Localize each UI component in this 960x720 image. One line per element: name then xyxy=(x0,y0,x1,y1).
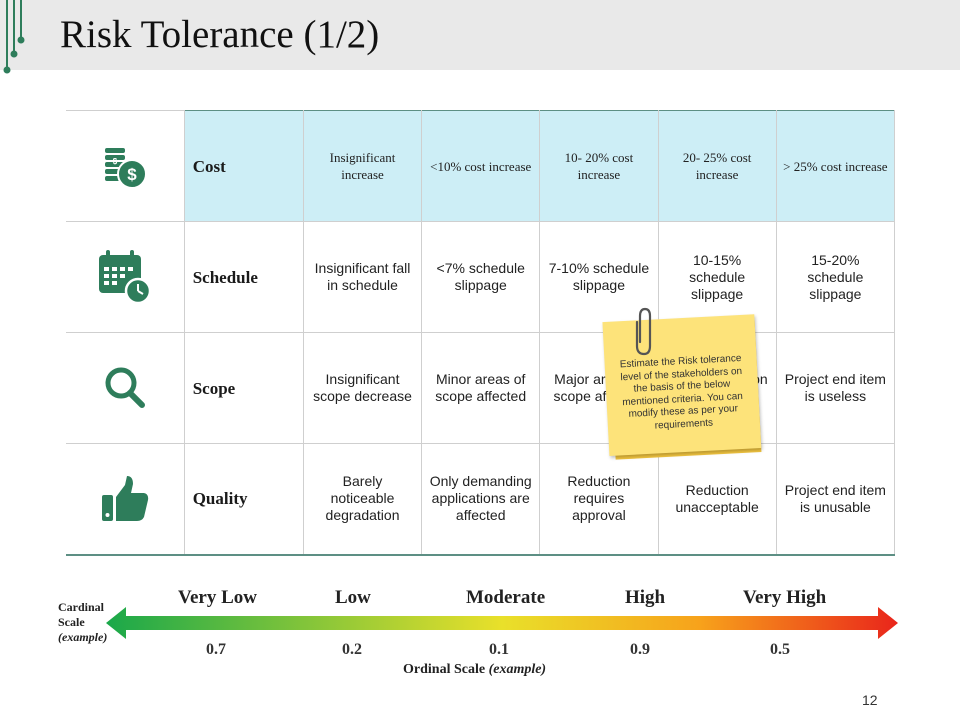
ordinal-value: 0.9 xyxy=(630,641,650,658)
table-row: Quality Barely noticeable degradation On… xyxy=(66,443,896,556)
scope-cell: Project end item is useless xyxy=(776,332,896,444)
quality-cell: Project end item is unusable xyxy=(776,443,896,556)
sticky-note-text: Estimate the Risk tolerance level of the… xyxy=(602,314,762,456)
title-bar xyxy=(0,0,960,70)
ordinal-value: 0.7 xyxy=(206,641,226,658)
scale-label-moderate: Moderate xyxy=(466,587,546,608)
scale-label-very-low: Very Low xyxy=(178,587,257,608)
cost-cell: Insignificant increase xyxy=(303,110,423,222)
cardinal-label: Cardinal xyxy=(58,600,105,614)
schedule-cell: 15-20% schedule slippage xyxy=(776,221,896,333)
quality-cell: Barely noticeable degradation xyxy=(303,443,423,556)
svg-text:$: $ xyxy=(127,165,137,184)
schedule-cell: 7-10% schedule slippage xyxy=(539,221,659,333)
table-row: Scope Insignificant scope decrease Minor… xyxy=(66,332,896,444)
cost-cell: <10% cost increase xyxy=(421,110,541,222)
cost-cell: > 25% cost increase xyxy=(776,110,896,222)
page-number: 12 xyxy=(862,692,878,708)
row-label-cost: Cost xyxy=(184,110,304,222)
quality-icon-cell xyxy=(66,443,185,556)
scale-label-high: High xyxy=(625,587,666,608)
ordinal-scale-label: Ordinal Scale (example) xyxy=(403,662,546,678)
cost-icon-cell: $ $ xyxy=(66,110,185,222)
sticky-note: Estimate the Risk tolerance level of the… xyxy=(602,314,765,462)
cost-cell: 20- 25% cost increase xyxy=(658,110,777,222)
cardinal-label-2: Scale xyxy=(58,615,85,629)
row-label-schedule: Schedule xyxy=(184,221,304,333)
money-stack-icon: $ $ xyxy=(104,148,147,189)
schedule-icon-cell xyxy=(66,221,185,333)
scale-label-low: Low xyxy=(335,587,371,608)
row-label-scope: Scope xyxy=(184,332,304,444)
cardinal-note: (example) xyxy=(58,630,108,644)
quality-cell: Only demanding applications are affected xyxy=(421,443,541,556)
quality-cell: Reduction requires approval xyxy=(539,443,659,556)
calendar-clock-icon xyxy=(98,250,152,305)
schedule-cell: 10-15% schedule slippage xyxy=(658,221,777,333)
decorative-lines-icon xyxy=(3,0,25,74)
ordinal-value: 0.2 xyxy=(342,641,362,658)
ordinal-value: 0.5 xyxy=(770,641,790,658)
row-label-quality: Quality xyxy=(184,443,304,556)
paperclip-icon xyxy=(635,307,652,356)
scope-cell: Insignificant scope decrease xyxy=(303,332,423,444)
scope-icon-cell xyxy=(66,332,185,444)
ordinal-note: (example) xyxy=(488,662,547,677)
thumbs-up-icon xyxy=(101,475,149,521)
cardinal-scale-label: Cardinal Scale (example) xyxy=(58,600,107,645)
ordinal-label: Ordinal Scale xyxy=(403,662,486,677)
page-title: Risk Tolerance (1/2) xyxy=(60,13,380,56)
table-row: $ $ Cost Insignificant increase <10% cos… xyxy=(66,110,896,222)
ordinal-value: 0.1 xyxy=(489,641,509,658)
cost-cell: 10- 20% cost increase xyxy=(539,110,659,222)
scope-cell: Minor areas of scope affected xyxy=(421,332,541,444)
quality-cell: Reduction unacceptable xyxy=(658,443,777,556)
table-row: Schedule Insignificant fall in schedule … xyxy=(66,221,896,333)
magnifier-icon xyxy=(105,367,145,408)
risk-scale-arrow xyxy=(106,607,898,639)
scale-label-very-high: Very High xyxy=(743,587,827,608)
schedule-cell: <7% schedule slippage xyxy=(421,221,541,333)
svg-text:$: $ xyxy=(113,157,118,166)
schedule-cell: Insignificant fall in schedule xyxy=(303,221,423,333)
risk-table: $ $ Cost Insignificant increase <10% cos… xyxy=(66,110,896,556)
